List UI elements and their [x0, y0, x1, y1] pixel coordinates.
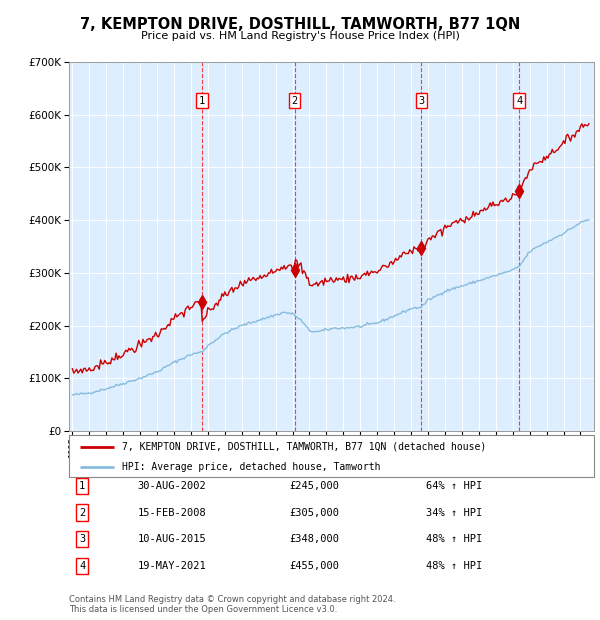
- Text: 19-MAY-2021: 19-MAY-2021: [137, 560, 206, 570]
- Text: 15-FEB-2008: 15-FEB-2008: [137, 508, 206, 518]
- Text: Price paid vs. HM Land Registry's House Price Index (HPI): Price paid vs. HM Land Registry's House …: [140, 31, 460, 41]
- FancyBboxPatch shape: [69, 435, 594, 477]
- Text: Contains HM Land Registry data © Crown copyright and database right 2024.: Contains HM Land Registry data © Crown c…: [69, 595, 395, 604]
- Text: 34% ↑ HPI: 34% ↑ HPI: [426, 508, 482, 518]
- Text: 7, KEMPTON DRIVE, DOSTHILL, TAMWORTH, B77 1QN (detached house): 7, KEMPTON DRIVE, DOSTHILL, TAMWORTH, B7…: [121, 441, 486, 451]
- Text: 3: 3: [79, 534, 85, 544]
- Text: 3: 3: [418, 95, 425, 106]
- Text: 10-AUG-2015: 10-AUG-2015: [137, 534, 206, 544]
- Text: 1: 1: [79, 481, 85, 491]
- Text: £348,000: £348,000: [290, 534, 340, 544]
- Text: HPI: Average price, detached house, Tamworth: HPI: Average price, detached house, Tamw…: [121, 462, 380, 472]
- Text: £305,000: £305,000: [290, 508, 340, 518]
- Text: 30-AUG-2002: 30-AUG-2002: [137, 481, 206, 491]
- Text: 7, KEMPTON DRIVE, DOSTHILL, TAMWORTH, B77 1QN: 7, KEMPTON DRIVE, DOSTHILL, TAMWORTH, B7…: [80, 17, 520, 32]
- Text: 64% ↑ HPI: 64% ↑ HPI: [426, 481, 482, 491]
- Text: 2: 2: [79, 508, 85, 518]
- Text: £455,000: £455,000: [290, 560, 340, 570]
- Text: 48% ↑ HPI: 48% ↑ HPI: [426, 534, 482, 544]
- Text: 4: 4: [516, 95, 522, 106]
- Text: 2: 2: [292, 95, 298, 106]
- Text: £245,000: £245,000: [290, 481, 340, 491]
- Text: 4: 4: [79, 560, 85, 570]
- Text: 1: 1: [199, 95, 205, 106]
- Text: 48% ↑ HPI: 48% ↑ HPI: [426, 560, 482, 570]
- Text: This data is licensed under the Open Government Licence v3.0.: This data is licensed under the Open Gov…: [69, 605, 337, 614]
